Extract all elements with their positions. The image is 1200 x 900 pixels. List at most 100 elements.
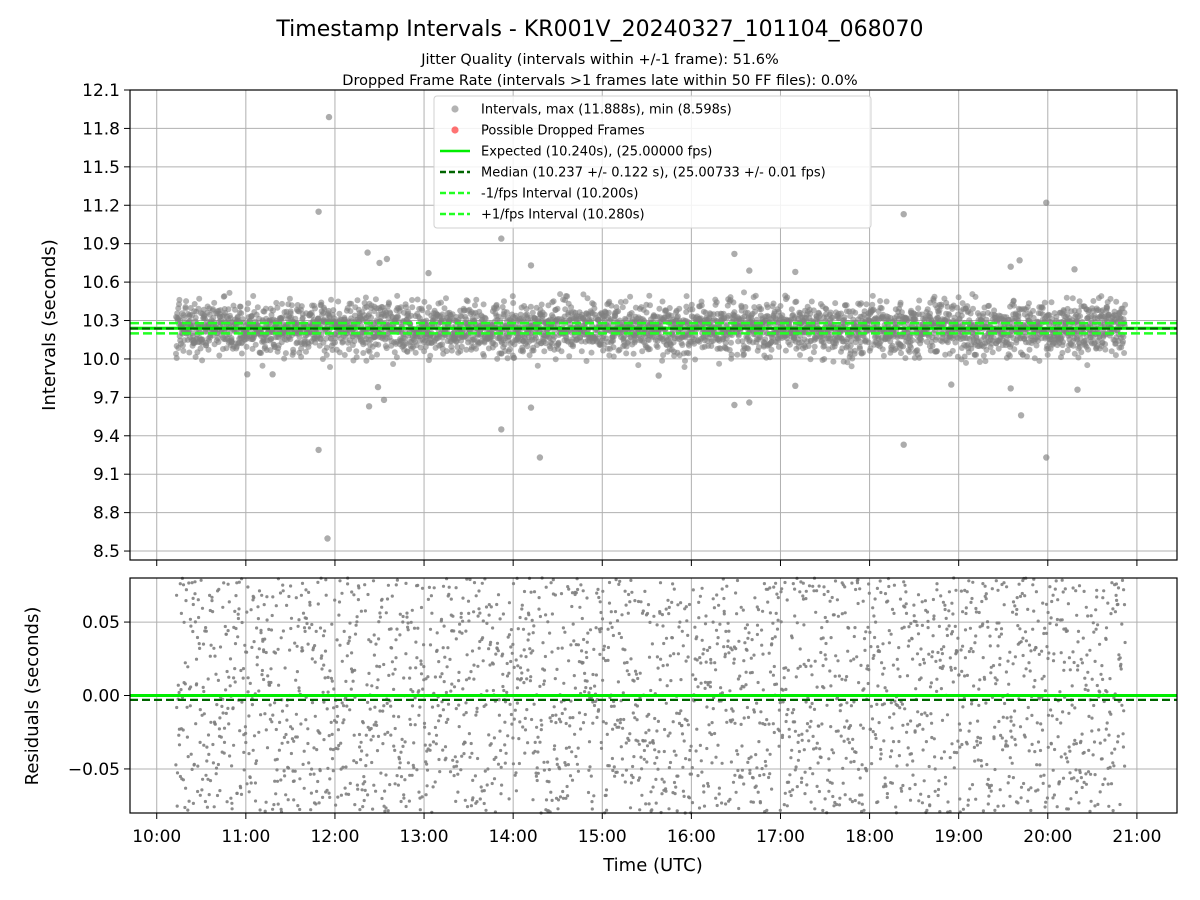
interval-point bbox=[897, 299, 904, 306]
interval-point bbox=[421, 298, 428, 305]
interval-point bbox=[915, 305, 922, 312]
residual-point bbox=[237, 580, 241, 584]
residual-point bbox=[496, 593, 501, 597]
residual-point bbox=[509, 628, 513, 632]
residual-point bbox=[574, 754, 578, 759]
interval-point bbox=[810, 349, 817, 356]
residual-point bbox=[589, 686, 593, 690]
residual-point bbox=[227, 722, 231, 726]
residual-point bbox=[308, 772, 312, 776]
interval-point bbox=[1006, 352, 1013, 359]
residual-point bbox=[475, 710, 479, 714]
residual-point bbox=[467, 676, 471, 680]
residual-point bbox=[553, 744, 557, 748]
residual-point bbox=[573, 686, 578, 690]
residual-point bbox=[567, 659, 571, 663]
residual-point bbox=[514, 771, 518, 775]
residual-point bbox=[459, 611, 463, 616]
interval-point bbox=[390, 361, 397, 367]
residual-point bbox=[359, 758, 363, 762]
residual-point bbox=[580, 616, 584, 621]
interval-point bbox=[274, 304, 281, 311]
residual-point bbox=[410, 773, 414, 777]
residual-point bbox=[334, 720, 339, 724]
residual-point bbox=[564, 796, 568, 800]
residual-point bbox=[471, 796, 475, 800]
interval-point bbox=[906, 348, 913, 355]
residual-point bbox=[611, 727, 615, 731]
residual-point bbox=[543, 654, 548, 659]
interval-point bbox=[827, 309, 834, 316]
residual-point bbox=[604, 659, 608, 663]
residual-point bbox=[404, 581, 408, 586]
residual-point bbox=[220, 704, 224, 709]
residual-point bbox=[415, 656, 419, 660]
interval-point bbox=[1075, 308, 1082, 315]
residual-point bbox=[439, 617, 444, 622]
residual-point bbox=[318, 769, 322, 773]
residual-point bbox=[622, 661, 627, 665]
residual-point bbox=[457, 670, 461, 675]
residual-point bbox=[196, 764, 200, 768]
residual-point bbox=[221, 711, 225, 715]
residual-point bbox=[620, 613, 624, 617]
residual-point bbox=[395, 774, 399, 778]
residual-point bbox=[196, 598, 200, 602]
interval-point bbox=[728, 351, 735, 358]
residual-point bbox=[190, 767, 194, 772]
interval-point bbox=[758, 306, 765, 313]
residual-point bbox=[393, 726, 397, 731]
residual-point bbox=[491, 626, 495, 630]
residual-point bbox=[316, 580, 320, 585]
residual-point bbox=[397, 715, 401, 719]
residual-point bbox=[215, 793, 220, 798]
residual-point bbox=[581, 589, 585, 593]
residual-point bbox=[426, 675, 430, 679]
residual-point bbox=[572, 639, 576, 643]
interval-point bbox=[290, 349, 297, 356]
residual-point bbox=[246, 676, 250, 680]
top-y-tick-label: 10.6 bbox=[82, 273, 120, 293]
residual-point bbox=[355, 620, 359, 624]
interval-point bbox=[480, 301, 487, 308]
residual-point bbox=[408, 666, 412, 670]
residual-point bbox=[226, 582, 230, 586]
residual-point bbox=[627, 592, 631, 597]
residual-point bbox=[304, 718, 308, 722]
interval-point bbox=[506, 346, 513, 353]
interval-point bbox=[221, 293, 228, 300]
interval-point bbox=[173, 355, 180, 361]
residual-point bbox=[392, 687, 396, 692]
residual-point bbox=[233, 667, 237, 671]
residual-point bbox=[401, 620, 405, 624]
residual-point bbox=[243, 725, 247, 729]
residual-point bbox=[329, 720, 333, 725]
residual-point bbox=[598, 652, 602, 657]
interval-point bbox=[777, 303, 784, 309]
residual-point bbox=[292, 798, 296, 802]
interval-point bbox=[1024, 353, 1030, 360]
residual-point bbox=[174, 763, 178, 767]
residual-point bbox=[485, 783, 489, 787]
interval-point bbox=[788, 306, 795, 313]
residual-point bbox=[512, 717, 516, 721]
residual-point bbox=[366, 725, 370, 729]
residual-point bbox=[604, 721, 608, 725]
interval-point bbox=[346, 346, 353, 353]
residual-point bbox=[586, 631, 590, 635]
residual-point bbox=[418, 808, 422, 812]
residual-point bbox=[518, 720, 522, 724]
residual-point bbox=[200, 606, 205, 610]
residual-point bbox=[560, 711, 564, 716]
residual-point bbox=[328, 777, 332, 781]
interval-point bbox=[722, 340, 729, 346]
interval-point bbox=[900, 343, 907, 350]
residual-point bbox=[277, 683, 281, 687]
residual-point bbox=[403, 740, 407, 744]
residual-point bbox=[623, 780, 627, 784]
residual-point bbox=[454, 637, 458, 641]
interval-point bbox=[385, 299, 392, 306]
residual-point bbox=[315, 789, 319, 794]
interval-point bbox=[1030, 307, 1036, 314]
interval-point bbox=[330, 307, 337, 314]
